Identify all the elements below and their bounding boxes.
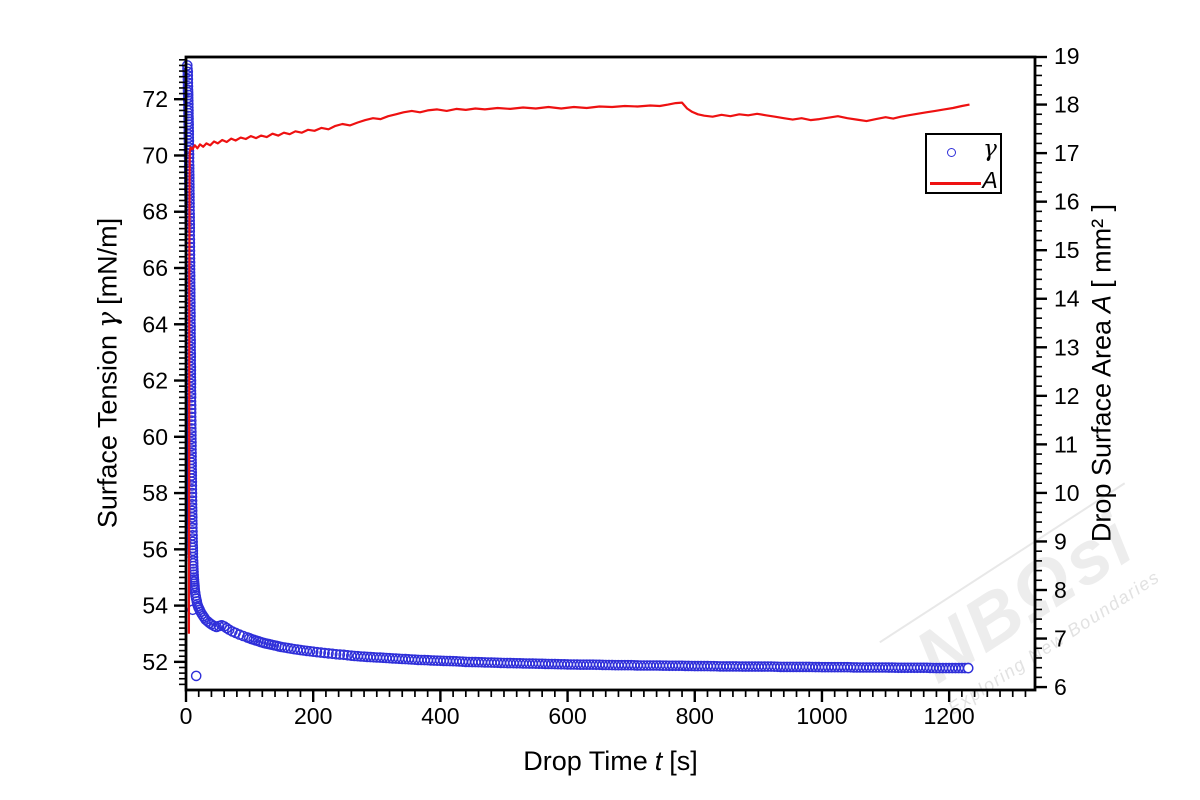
svg-text:54: 54 xyxy=(142,593,168,619)
svg-text:58: 58 xyxy=(142,480,168,506)
svg-text:600: 600 xyxy=(548,703,586,729)
left-title-text: Surface Tension xyxy=(92,335,123,529)
svg-text:1200: 1200 xyxy=(924,703,975,729)
svg-text:14: 14 xyxy=(1054,286,1080,312)
svg-text:1000: 1000 xyxy=(796,703,847,729)
svg-text:68: 68 xyxy=(142,199,168,225)
svg-text:62: 62 xyxy=(142,368,168,394)
svg-text:60: 60 xyxy=(142,424,168,450)
x-title-unit: [s] xyxy=(669,746,698,776)
svg-text:8: 8 xyxy=(1054,577,1067,603)
svg-text:11: 11 xyxy=(1054,431,1078,457)
legend-label-area: A xyxy=(982,167,998,193)
svg-text:64: 64 xyxy=(142,311,168,337)
area-line-icon xyxy=(930,182,981,185)
svg-text:72: 72 xyxy=(142,86,168,112)
right-title-text: Drop Surface Area xyxy=(1086,319,1117,543)
legend-label-gamma: γ xyxy=(983,136,997,162)
area-symbol: A xyxy=(1086,294,1117,313)
left-title-unit: [mN/m] xyxy=(92,217,123,305)
x-axis-title: Drop Time t [s] xyxy=(186,746,1035,777)
gamma-marker-icon xyxy=(947,148,956,157)
svg-text:6: 6 xyxy=(1054,674,1067,700)
svg-text:10: 10 xyxy=(1054,480,1080,506)
svg-text:7: 7 xyxy=(1054,626,1067,652)
x-title-symbol: t xyxy=(654,746,663,776)
right-axis-title: Drop Surface Area A [ mm² ] xyxy=(1087,204,1118,542)
svg-text:66: 66 xyxy=(142,255,168,281)
svg-text:56: 56 xyxy=(142,536,168,562)
svg-text:19: 19 xyxy=(1054,43,1080,69)
svg-text:400: 400 xyxy=(421,703,459,729)
svg-text:200: 200 xyxy=(294,703,332,729)
svg-text:9: 9 xyxy=(1054,528,1067,554)
legend: γ A xyxy=(925,133,1002,194)
svg-text:800: 800 xyxy=(676,703,714,729)
svg-text:13: 13 xyxy=(1054,334,1080,360)
x-title-text: Drop Time xyxy=(523,746,648,776)
left-axis-title: Surface Tension γ [mN/m] xyxy=(93,218,124,528)
right-title-unit: [ mm² ] xyxy=(1086,203,1117,288)
svg-text:17: 17 xyxy=(1054,140,1080,166)
svg-text:18: 18 xyxy=(1054,92,1080,118)
gamma-symbol: γ xyxy=(92,311,124,328)
svg-text:15: 15 xyxy=(1054,237,1080,263)
svg-text:52: 52 xyxy=(142,649,168,675)
svg-text:70: 70 xyxy=(142,142,168,168)
svg-text:12: 12 xyxy=(1054,383,1080,409)
svg-text:16: 16 xyxy=(1054,189,1080,215)
svg-text:0: 0 xyxy=(180,703,193,729)
